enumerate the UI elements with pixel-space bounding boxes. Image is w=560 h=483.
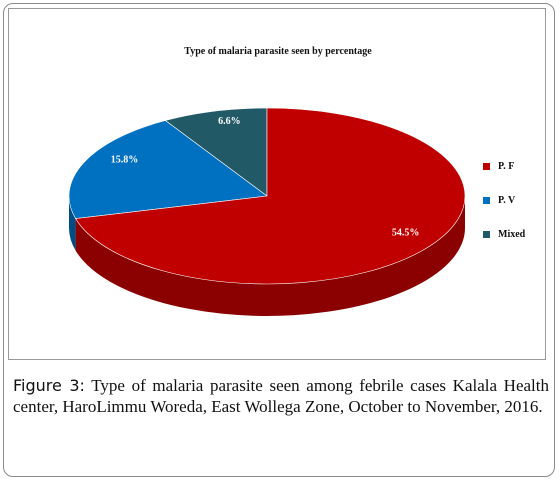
- pie-sides: [69, 196, 465, 316]
- data-label: 54.5%: [392, 228, 420, 239]
- legend-label: Mixed: [498, 228, 526, 240]
- legend-label: P. V: [498, 194, 516, 206]
- legend-item: Mixed: [483, 227, 525, 241]
- pie-slice-mixed: [164, 107, 268, 197]
- caption-label: Figure 3:: [13, 376, 85, 395]
- data-label: 15.8%: [111, 155, 139, 166]
- legend-label: P. F: [498, 160, 515, 172]
- pie-tops: [68, 107, 466, 285]
- legend-swatch-pf: [483, 162, 490, 170]
- pie-side-1: [69, 196, 76, 251]
- legend-swatch-pv: [483, 196, 490, 204]
- pie-slice-pf: [75, 107, 466, 285]
- chart-title: Type of malaria parasite seen by percent…: [184, 46, 372, 57]
- caption-text: Type of malaria parasite seen among febr…: [13, 376, 549, 416]
- pie-chart: 6.6% 15.8% 54.5%: [68, 107, 466, 316]
- figure-frame: [3, 3, 555, 477]
- legend: P. F P. V Mixed: [483, 159, 525, 261]
- data-label: 6.6%: [218, 116, 241, 127]
- figure-caption: Figure 3: Type of malaria parasite seen …: [13, 375, 549, 417]
- pie-side-0: [75, 196, 465, 316]
- legend-item: P. F: [483, 159, 525, 173]
- legend-swatch-mixed: [483, 230, 490, 238]
- chart-area: 6.6% 15.8% 54.5% Type of malaria parasite …: [8, 8, 546, 360]
- legend-item: P. V: [483, 193, 525, 207]
- pie-slice-pv: [68, 120, 268, 219]
